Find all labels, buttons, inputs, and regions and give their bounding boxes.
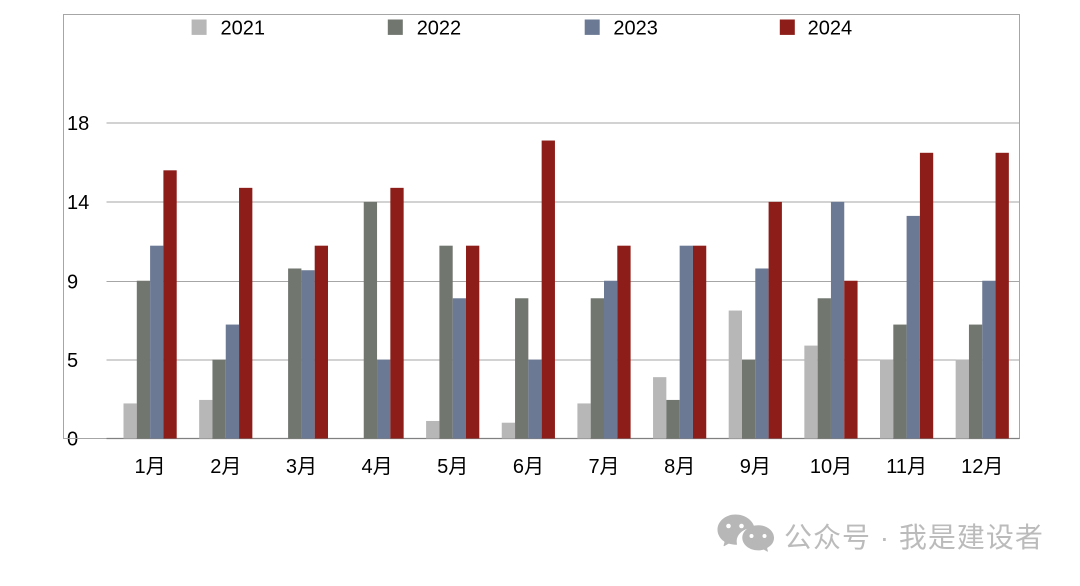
svg-text:1月: 1月 bbox=[135, 456, 166, 478]
svg-text:2月: 2月 bbox=[210, 456, 241, 478]
svg-text:8月: 8月 bbox=[664, 456, 695, 478]
svg-text:18: 18 bbox=[67, 113, 89, 135]
svg-text:2024: 2024 bbox=[808, 18, 853, 40]
svg-text:2022: 2022 bbox=[417, 18, 462, 40]
svg-text:2021: 2021 bbox=[221, 18, 266, 40]
svg-text:14: 14 bbox=[67, 192, 89, 214]
svg-text:11月: 11月 bbox=[886, 456, 927, 478]
svg-text:2023: 2023 bbox=[613, 18, 658, 40]
svg-text:12月: 12月 bbox=[961, 456, 1003, 478]
svg-text:3月: 3月 bbox=[286, 456, 317, 478]
svg-text:7月: 7月 bbox=[588, 456, 619, 478]
svg-text:4月: 4月 bbox=[362, 456, 393, 478]
svg-text:9: 9 bbox=[67, 272, 78, 294]
svg-text:10月: 10月 bbox=[810, 456, 852, 478]
svg-text:5: 5 bbox=[67, 350, 78, 372]
svg-text:5月: 5月 bbox=[437, 456, 468, 478]
svg-text:9月: 9月 bbox=[740, 456, 771, 478]
svg-text:0: 0 bbox=[67, 429, 78, 451]
svg-text:6月: 6月 bbox=[513, 456, 544, 478]
